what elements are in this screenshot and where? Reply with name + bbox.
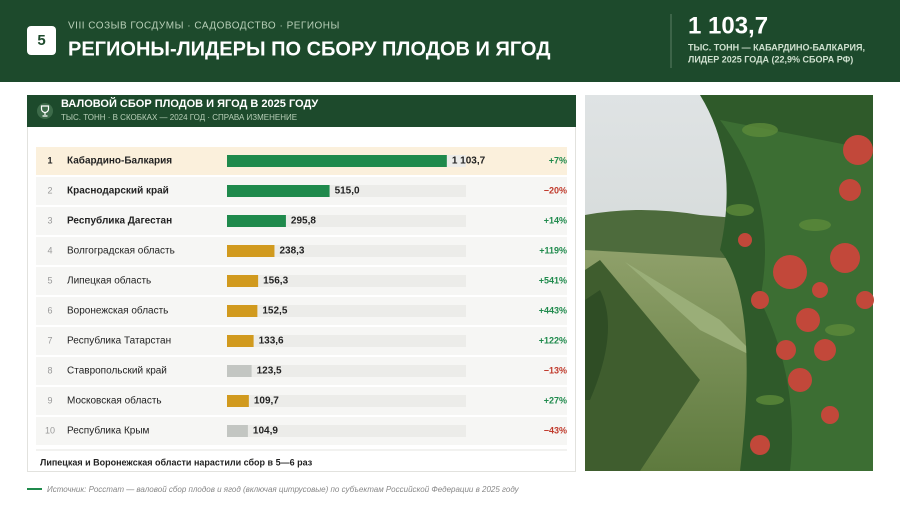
change: +122% <box>539 335 567 345</box>
value-label: 104,9 <box>253 426 278 437</box>
change: −20% <box>544 185 567 195</box>
orchard-photo <box>585 95 874 471</box>
stat-caption: ТЫС. ТОНН — КАБАРДИНО-БАЛКАРИЯ, <box>688 42 865 52</box>
panel-header <box>27 95 576 127</box>
stat: 1 103,7 <box>688 12 768 39</box>
source: Источник: Росстат — валовой сбор плодов … <box>47 485 520 494</box>
change: +443% <box>539 305 567 315</box>
bar <box>227 275 259 287</box>
value-label: 515,0 <box>335 186 360 197</box>
bar <box>227 425 248 437</box>
value-label: 133,6 <box>259 336 284 347</box>
change: +14% <box>544 215 567 225</box>
bar <box>227 365 252 377</box>
change: −43% <box>544 425 567 435</box>
change: +119% <box>539 245 567 255</box>
region-name: Волгоградская область <box>67 245 175 257</box>
region-name: Кабардино-Балкария <box>67 155 172 167</box>
value-label: 1 103,7 <box>452 156 486 167</box>
trophy-glyph <box>40 105 50 117</box>
region-name: Республика Дагестан <box>67 215 172 227</box>
value-label: 123,5 <box>257 366 282 377</box>
region-name: Воронежская область <box>67 305 168 317</box>
rank: 9 <box>47 395 52 405</box>
change: +7% <box>549 155 567 165</box>
bar-track <box>227 215 466 227</box>
bar-track <box>227 395 466 407</box>
rank: 5 <box>47 275 52 285</box>
value-label: 152,5 <box>262 306 287 317</box>
value-label: 156,3 <box>263 276 288 287</box>
bar <box>227 395 249 407</box>
bar-track <box>227 425 466 437</box>
rank: 8 <box>47 365 52 375</box>
bar-track <box>227 245 466 257</box>
bar <box>227 245 275 257</box>
rank: 7 <box>47 335 52 345</box>
bar-track <box>227 335 466 347</box>
rank: 10 <box>45 425 55 435</box>
header-bar <box>0 0 900 82</box>
title: РЕГИОНЫ-ЛИДЕРЫ ПО СБОРУ ПЛОДОВ И ЯГОД <box>68 38 550 60</box>
bar <box>227 185 330 197</box>
bar-track <box>227 365 466 377</box>
rank: 6 <box>47 305 52 315</box>
bar <box>227 335 254 347</box>
change: +27% <box>544 395 567 405</box>
bar <box>227 215 286 227</box>
change: −13% <box>544 365 567 375</box>
region-name: Ставропольский край <box>67 366 167 377</box>
rank: 3 <box>47 215 52 225</box>
bar-track <box>227 305 466 317</box>
change: +541% <box>539 275 567 285</box>
rank: 2 <box>47 185 52 195</box>
kicker: VIII СОЗЫВ ГОСДУМЫ · САДОВОДСТВО · РЕГИО… <box>68 21 340 32</box>
region-name: Краснодарский край <box>67 186 169 197</box>
bar <box>227 155 447 167</box>
region-name: Республика Крым <box>67 425 150 437</box>
badge <box>27 26 56 55</box>
stat-caption: ЛИДЕР 2025 ГОДА (22,9% СБОРА РФ) <box>688 54 853 64</box>
value-label: 238,3 <box>279 246 304 257</box>
bar-track <box>227 275 466 287</box>
panel-title: ВАЛОВОЙ СБОР ПЛОДОВ И ЯГОД В 2025 ГОДУ <box>61 97 318 110</box>
rank: 4 <box>47 245 52 255</box>
bar <box>227 305 258 317</box>
region-name: Липецкая область <box>67 275 151 287</box>
value-label: 109,7 <box>254 396 279 407</box>
panel-subtitle: ТЫС. ТОНН · В СКОБКАХ — 2024 ГОД · СПРАВ… <box>61 113 297 122</box>
badge-number: 5 <box>37 32 45 49</box>
region-name: Московская область <box>67 395 162 407</box>
value-label: 295,8 <box>291 216 316 227</box>
rank: 1 <box>47 155 52 165</box>
note: Липецкая и Воронежская области нарастили… <box>40 457 313 467</box>
region-name: Республика Татарстан <box>67 335 171 347</box>
